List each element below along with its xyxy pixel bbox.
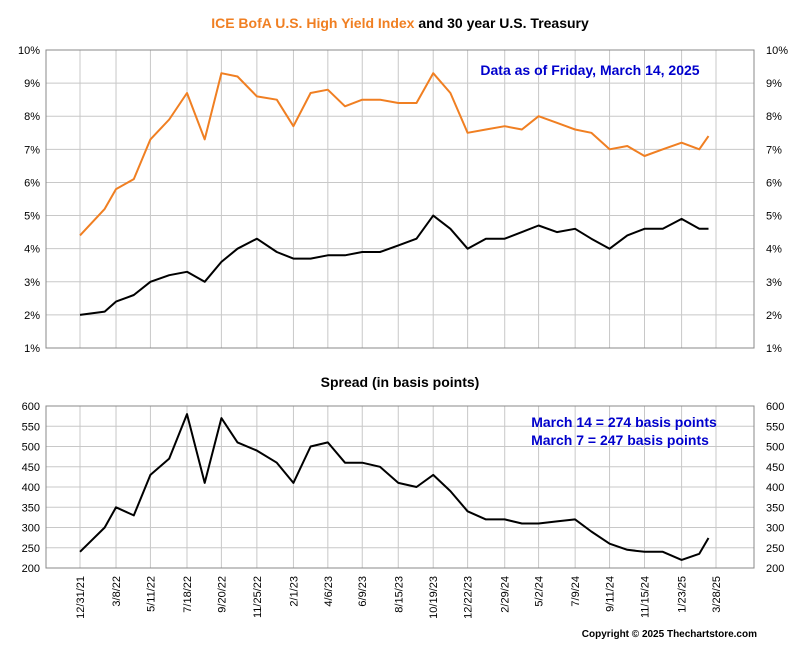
x-tick-label: 12/22/23 <box>463 576 475 619</box>
bottom-y-tick-right: 300 <box>766 523 784 535</box>
top-y-tick-right: 6% <box>766 177 782 189</box>
top-series-lines <box>79 72 710 316</box>
top-y-axis-left: 1% 2% 3% 4% 5% 6% 7% 8% 9% 10% <box>18 45 40 355</box>
x-tick-label: 5/2/24 <box>534 576 546 607</box>
x-tick-label: 6/9/23 <box>357 576 369 607</box>
x-tick-label: 1/23/25 <box>677 576 689 613</box>
top-y-tick-left: 4% <box>24 244 40 256</box>
x-tick-label: 2/1/23 <box>288 576 300 607</box>
x-tick-label: 3/28/25 <box>711 576 723 613</box>
spread-annotation-march-7: March 7 = 247 basis points <box>531 432 709 448</box>
x-tick-label: 11/15/24 <box>639 576 651 618</box>
bottom-series-lines <box>79 413 710 561</box>
bottom-y-tick-left: 200 <box>22 563 40 575</box>
bottom-y-axis-right: 200 250 300 350 400 450 500 550 600 <box>766 401 784 575</box>
top-series-line-1 <box>79 214 709 316</box>
bottom-y-tick-left: 300 <box>22 523 40 535</box>
top-y-tick-left: 5% <box>24 211 40 223</box>
x-tick-label: 11/25/22 <box>252 576 264 618</box>
x-tick-label: 7/18/22 <box>182 576 194 613</box>
x-tick-label: 8/15/23 <box>393 576 405 613</box>
top-y-axis-right: 1% 2% 3% 4% 5% 6% 7% 8% 9% 10% <box>766 45 788 355</box>
bottom-y-tick-right: 450 <box>766 462 784 474</box>
x-tick-label: 9/20/22 <box>216 576 228 613</box>
x-tick-label: 10/19/23 <box>428 576 440 619</box>
x-axis-tick-labels: 12/31/21 3/8/22 5/11/22 7/18/22 9/20/22 11/25… <box>75 576 723 619</box>
spread-chart-title: Spread (in basis points) <box>321 374 480 390</box>
top-y-tick-right: 10% <box>766 45 788 57</box>
x-tick-label: 4/6/23 <box>323 576 335 607</box>
top-y-tick-left: 1% <box>24 343 40 355</box>
top-y-tick-left: 9% <box>24 78 40 90</box>
top-y-tick-right: 2% <box>766 310 782 322</box>
x-tick-label: 2/29/24 <box>500 576 512 613</box>
bottom-y-tick-left: 350 <box>22 502 40 514</box>
top-chart-title: ICE BofA U.S. High Yield Index and 30 ye… <box>211 15 589 31</box>
top-y-tick-left: 7% <box>24 144 40 156</box>
bottom-y-tick-left: 400 <box>22 482 40 494</box>
top-y-tick-left: 8% <box>24 111 40 123</box>
bottom-y-axis-left: 200 250 300 350 400 450 500 550 600 <box>22 401 40 575</box>
data-as-of-annotation: Data as of Friday, March 14, 2025 <box>480 62 699 78</box>
top-series-line-0 <box>79 72 710 237</box>
top-y-tick-right: 7% <box>766 144 782 156</box>
bottom-plot-frame <box>45 405 755 569</box>
bottom-y-tick-right: 200 <box>766 563 784 575</box>
bottom-y-tick-right: 250 <box>766 543 784 555</box>
top-y-tick-right: 9% <box>766 78 782 90</box>
title-part-treasury: and 30 year U.S. Treasury <box>414 15 589 31</box>
bottom-y-tick-right: 400 <box>766 482 784 494</box>
title-part-high-yield: ICE BofA U.S. High Yield Index <box>211 15 414 31</box>
top-y-tick-left: 10% <box>18 45 40 57</box>
bottom-y-tick-left: 450 <box>22 462 40 474</box>
bottom-y-tick-right: 550 <box>766 421 784 433</box>
top-y-tick-left: 3% <box>24 277 40 289</box>
bottom-y-tick-left: 250 <box>22 543 40 555</box>
top-y-tick-right: 3% <box>766 277 782 289</box>
x-tick-label: 12/31/21 <box>75 576 87 619</box>
bottom-y-tick-right: 600 <box>766 401 784 413</box>
bottom-y-tick-right: 500 <box>766 442 784 454</box>
x-tick-label: 3/8/22 <box>111 576 123 607</box>
bottom-y-tick-left: 500 <box>22 442 40 454</box>
top-y-tick-right: 8% <box>766 111 782 123</box>
bottom-y-tick-left: 600 <box>22 401 40 413</box>
top-y-tick-left: 6% <box>24 177 40 189</box>
spread-annotation-march-14: March 14 = 274 basis points <box>531 414 717 430</box>
top-y-tick-right: 1% <box>766 343 782 355</box>
x-tick-label: 5/11/22 <box>145 576 157 612</box>
bottom-y-tick-right: 350 <box>766 502 784 514</box>
top-plot-frame <box>45 49 755 349</box>
bottom-series-line-0 <box>79 413 710 561</box>
x-tick-label: 9/11/24 <box>605 576 617 612</box>
x-tick-label: 7/9/24 <box>570 576 582 607</box>
bottom-y-tick-left: 550 <box>22 421 40 433</box>
top-y-tick-left: 2% <box>24 310 40 322</box>
top-y-tick-right: 5% <box>766 211 782 223</box>
top-y-tick-right: 4% <box>766 244 782 256</box>
copyright-footer: Copyright © 2025 Thechartstore.com <box>582 629 757 640</box>
